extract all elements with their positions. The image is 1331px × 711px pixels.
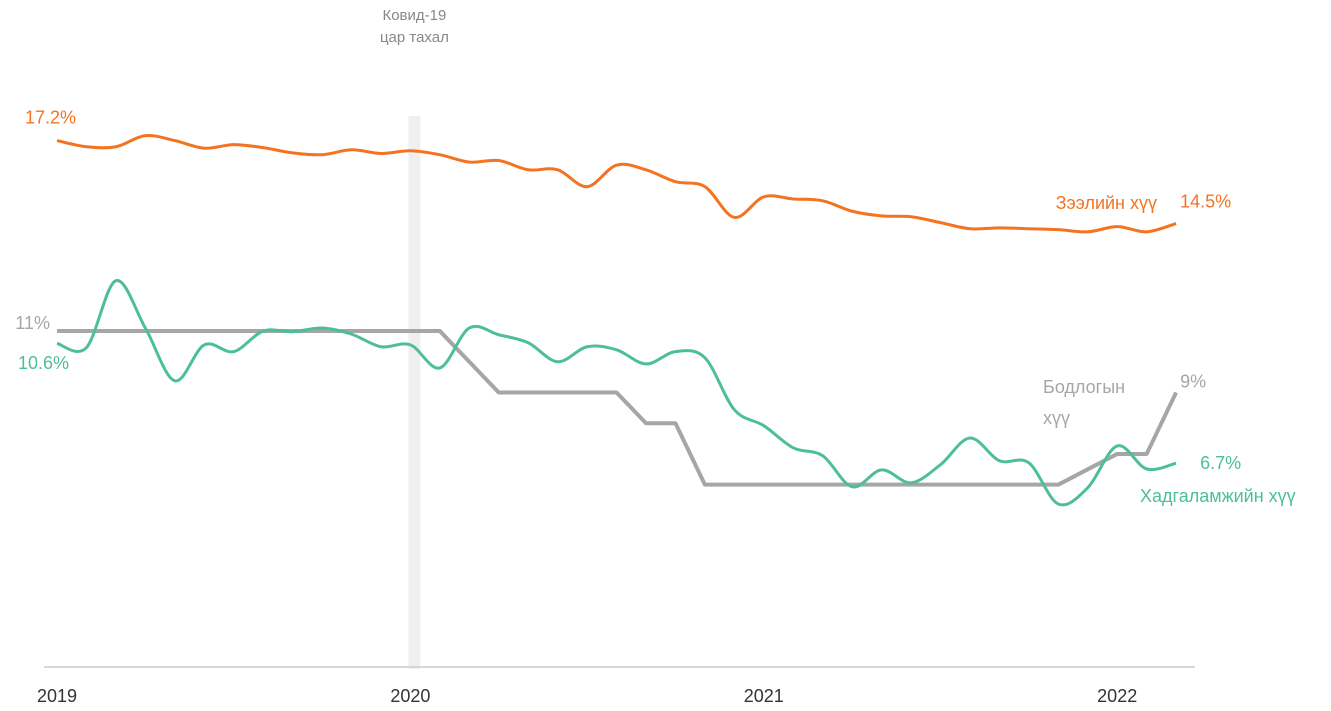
annotation: цар тахал [380,29,449,46]
value-label: 10.6% [18,353,69,373]
series-line [56,279,1177,507]
value-label: 14.5% [1180,191,1231,211]
series-label: Хадгаламжийн хүү [1140,486,1296,506]
x-tick-label: 2021 [744,686,784,706]
x-tick-label: 2020 [390,686,430,706]
x-tick-label: 2022 [1097,686,1137,706]
series-line [56,133,1177,234]
series-line [57,329,1178,487]
series-label: Зээлийн хүү [1056,193,1157,213]
x-tick-label: 2019 [37,686,77,706]
value-label: 17.2% [25,107,76,127]
value-label: 9% [1180,371,1206,391]
covid-band [408,116,421,669]
series-label-line: Бодлогын [1043,377,1125,397]
value-label: 11% [15,313,50,333]
value-label: 6.7% [1200,453,1241,473]
series-label-line: хүү [1043,408,1070,428]
annotation: Ковид-19 [382,7,446,24]
series-label: Бодлогын хүү [1043,377,1125,428]
